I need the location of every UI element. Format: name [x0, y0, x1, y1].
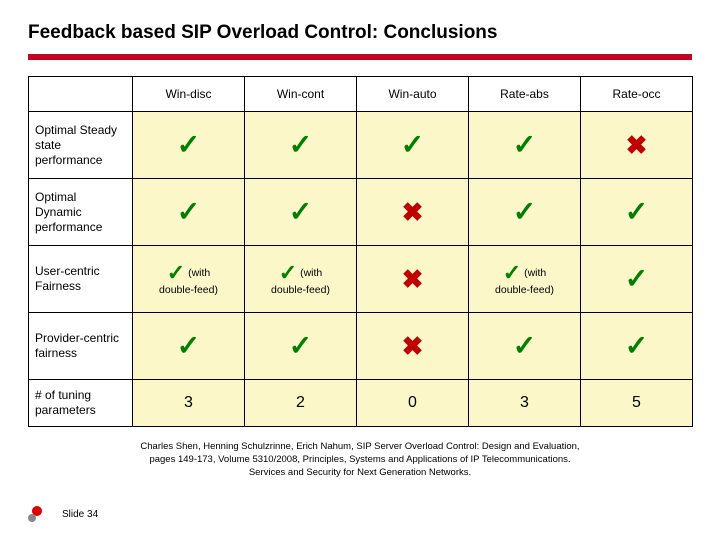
cell: ✖	[357, 246, 469, 313]
check-with-feed: ✓ (with double-feed)	[495, 262, 554, 297]
check-icon: ✓	[177, 330, 200, 361]
tuning-value: 3	[184, 394, 193, 411]
tuning-value: 2	[296, 394, 305, 411]
check-icon: ✓	[513, 129, 536, 160]
footer: Slide 34	[28, 506, 98, 522]
table-row: Optimal Dynamic performance ✓ ✓ ✖ ✓ ✓	[29, 179, 693, 246]
cell: ✓ (with double-feed)	[245, 246, 357, 313]
table-header-row: Win-disc Win-cont Win-auto Rate-abs Rate…	[29, 77, 693, 112]
col-head: Win-disc	[133, 77, 245, 112]
cell: ✓ (with double-feed)	[133, 246, 245, 313]
cell: ✓	[469, 313, 581, 380]
cell: ✓	[581, 313, 693, 380]
logo-icon	[28, 506, 52, 522]
citation-line: Services and Security for Next Generatio…	[28, 467, 692, 480]
conclusions-table: Win-disc Win-cont Win-auto Rate-abs Rate…	[28, 76, 693, 427]
check-icon: ✓	[177, 129, 200, 160]
cell: 5	[581, 380, 693, 427]
cell: ✓	[245, 179, 357, 246]
col-head: Rate-occ	[581, 77, 693, 112]
table-row: User-centric Fairness ✓ (with double-feed…	[29, 246, 693, 313]
cell: ✖	[357, 179, 469, 246]
check-icon: ✓	[625, 196, 648, 227]
table-row: # of tuning parameters 3 2 0 3 5	[29, 380, 693, 427]
row-head: Optimal Dynamic performance	[29, 179, 133, 246]
cross-icon: ✖	[402, 331, 424, 361]
check-with-feed: ✓ (with double-feed)	[159, 262, 218, 297]
check-icon: ✓	[513, 330, 536, 361]
check-icon: ✓	[289, 330, 312, 361]
cross-icon: ✖	[626, 130, 648, 160]
cell: ✓	[357, 112, 469, 179]
cell: ✓	[469, 179, 581, 246]
cell: 3	[133, 380, 245, 427]
col-head: Rate-abs	[469, 77, 581, 112]
citation-line: pages 149-173, Volume 5310/2008, Princip…	[28, 454, 692, 467]
citation-line: Charles Shen, Henning Schulzrinne, Erich…	[28, 441, 692, 454]
double-feed-text: double-feed)	[159, 284, 218, 296]
with-text: (with	[524, 266, 546, 278]
with-text: (with	[188, 266, 210, 278]
tuning-value: 3	[520, 394, 529, 411]
cross-icon: ✖	[402, 264, 424, 294]
cell: 0	[357, 380, 469, 427]
col-head: Win-cont	[245, 77, 357, 112]
cell: ✓	[581, 179, 693, 246]
check-icon: ✓	[279, 260, 297, 285]
cell: ✓	[133, 313, 245, 380]
cell: ✖	[581, 112, 693, 179]
with-text: (with	[300, 266, 322, 278]
row-head: User-centric Fairness	[29, 246, 133, 313]
check-with-feed: ✓ (with double-feed)	[271, 262, 330, 297]
check-icon: ✓	[401, 129, 424, 160]
check-icon: ✓	[513, 196, 536, 227]
cross-icon: ✖	[402, 197, 424, 227]
check-icon: ✓	[625, 330, 648, 361]
tuning-value: 0	[408, 394, 417, 411]
slide-number: Slide 34	[62, 509, 98, 520]
table-row: Provider-centric fairness ✓ ✓ ✖ ✓ ✓	[29, 313, 693, 380]
double-feed-text: double-feed)	[271, 284, 330, 296]
cell: ✓	[133, 112, 245, 179]
row-head: # of tuning parameters	[29, 380, 133, 427]
cell: ✓	[245, 313, 357, 380]
cell: ✓	[133, 179, 245, 246]
check-icon: ✓	[167, 260, 185, 285]
col-head: Win-auto	[357, 77, 469, 112]
check-icon: ✓	[625, 263, 648, 294]
cell: ✓ (with double-feed)	[469, 246, 581, 313]
double-feed-text: double-feed)	[495, 284, 554, 296]
page-title: Feedback based SIP Overload Control: Con…	[28, 22, 692, 44]
check-icon: ✓	[289, 129, 312, 160]
tuning-value: 5	[632, 394, 641, 411]
slide: Feedback based SIP Overload Control: Con…	[0, 0, 720, 540]
row-head: Provider-centric fairness	[29, 313, 133, 380]
cell: ✓	[245, 112, 357, 179]
row-head: Optimal Steady state performance	[29, 112, 133, 179]
check-icon: ✓	[177, 196, 200, 227]
check-icon: ✓	[503, 260, 521, 285]
cell: 2	[245, 380, 357, 427]
cell: ✓	[469, 112, 581, 179]
cell: ✓	[581, 246, 693, 313]
citation: Charles Shen, Henning Schulzrinne, Erich…	[28, 441, 692, 479]
table-row: Optimal Steady state performance ✓ ✓ ✓ ✓…	[29, 112, 693, 179]
cell: ✖	[357, 313, 469, 380]
corner-cell	[29, 77, 133, 112]
check-icon: ✓	[289, 196, 312, 227]
title-underline	[28, 54, 692, 60]
cell: 3	[469, 380, 581, 427]
